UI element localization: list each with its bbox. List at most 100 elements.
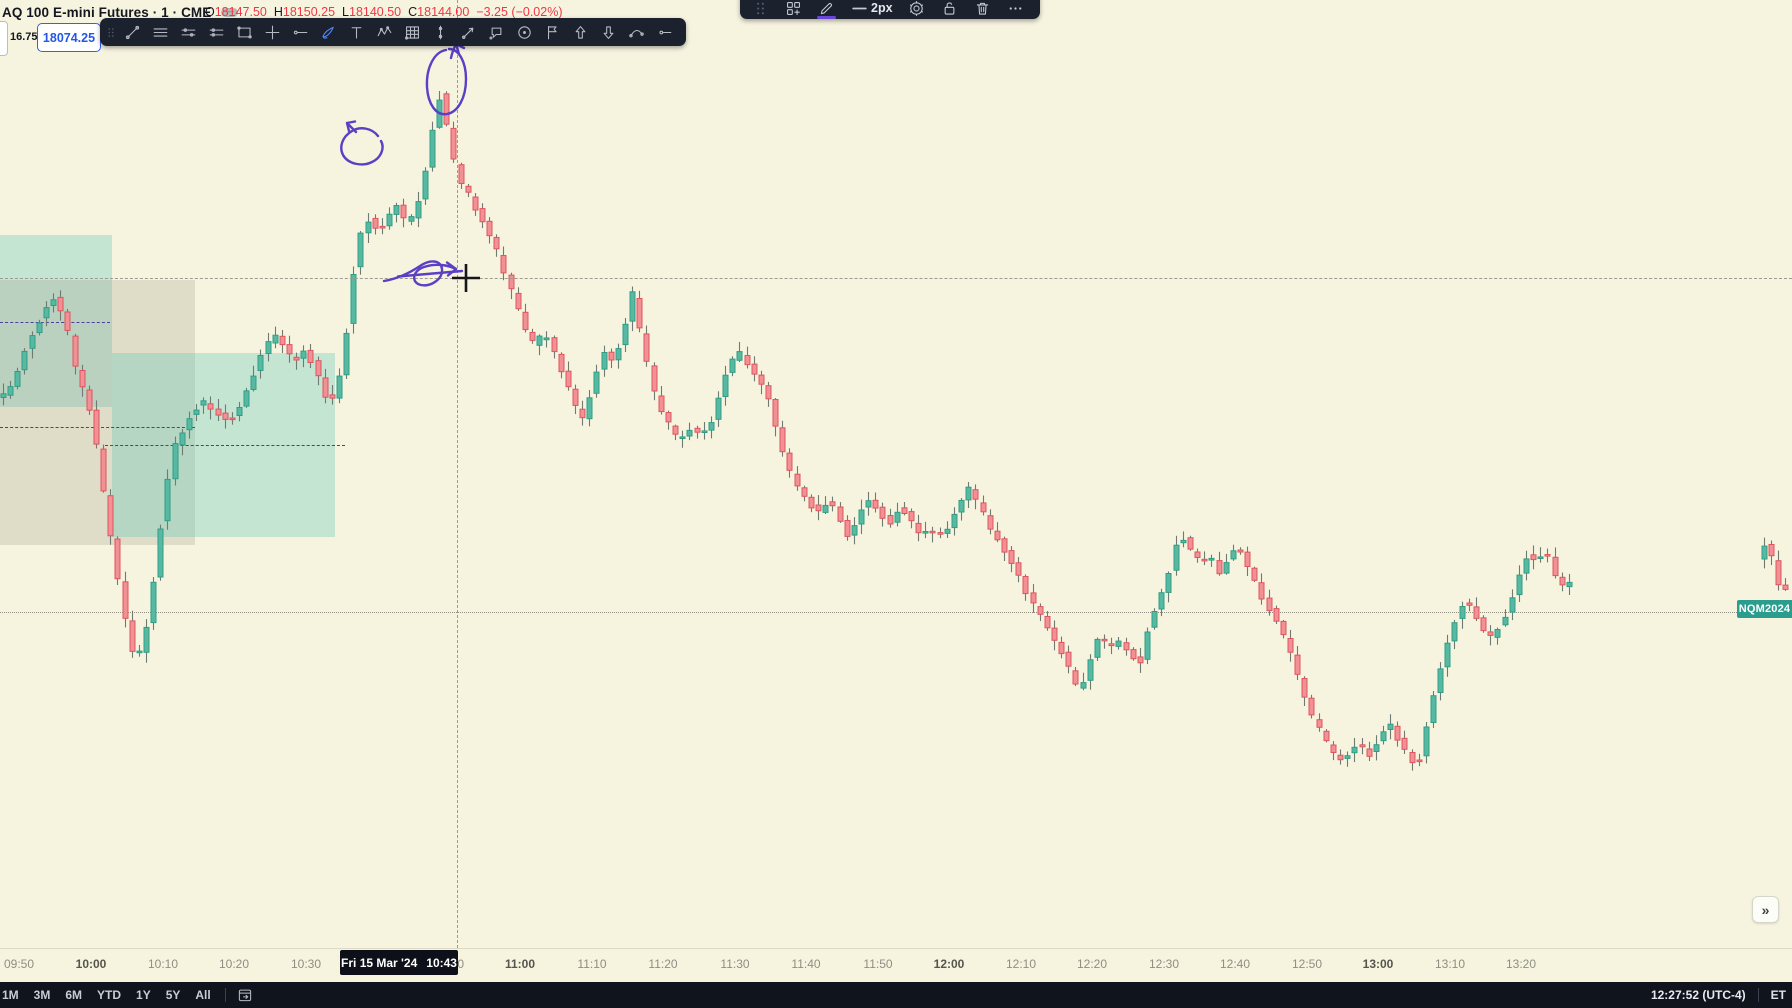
axis-time-label: 11:40 (791, 957, 821, 971)
range-button-3m[interactable]: 3M (33, 988, 51, 1002)
arrow-down-tool-icon[interactable] (594, 20, 622, 44)
ohlc-letter: L (342, 5, 349, 19)
range-button-1m[interactable]: 1M (2, 988, 19, 1002)
bottom-toolbar: 1M 3M 6M YTD 1Y 5Y All 12:27:52 (UTC-4) ET (0, 982, 1792, 1008)
range-button-ytd[interactable]: YTD (97, 988, 122, 1002)
axis-time-label: 10:10 (147, 957, 179, 971)
axis-time-label: 12:00 (933, 957, 965, 971)
axis-time-label: 11:20 (648, 957, 678, 971)
brush-drawing-circled-pullback[interactable] (340, 120, 384, 166)
tick-size-value: 16.75 (10, 31, 38, 43)
crosshair-vertical-line (457, 0, 458, 948)
rectangle-tool-icon[interactable] (230, 20, 258, 44)
horizontal-line-tool-icon[interactable] (146, 20, 174, 44)
horizontal-ray-tool-icon[interactable] (286, 20, 314, 44)
brush-annotations[interactable] (0, 0, 1792, 948)
calendar-icon (238, 989, 251, 1002)
ohlc-letter: H (273, 5, 283, 19)
toolbar-drag-handle-icon[interactable] (104, 20, 118, 44)
cross-line-tool-icon[interactable] (258, 20, 286, 44)
range-button-1y[interactable]: 1Y (136, 988, 151, 1002)
brush-cursor-crosshair (452, 264, 480, 292)
arrow-up-tool-icon[interactable] (566, 20, 594, 44)
extended-line-tool-icon[interactable] (202, 20, 230, 44)
axis-time-label: 13:20 (1505, 957, 1537, 971)
text-tool-icon[interactable] (342, 20, 370, 44)
arrow-marker-tool-icon[interactable] (454, 20, 482, 44)
date-range-buttons: 1M 3M 6M YTD 1Y 5Y All (0, 988, 211, 1002)
fib-grid-tool-icon[interactable] (398, 20, 426, 44)
axis-time-label: 12:30 (1148, 957, 1180, 971)
axis-time-label: 12:50 (1291, 957, 1323, 971)
circle-tool-icon[interactable] (510, 20, 538, 44)
price-input-box[interactable]: 18074.25 (37, 23, 101, 52)
drawing-format-toolbar: 2px (740, 0, 1040, 19)
more-dots-icon[interactable] (999, 0, 1032, 18)
line-width-value: 2px (871, 1, 893, 15)
range-button-5y[interactable]: 5Y (165, 988, 181, 1002)
separator (224, 988, 226, 1002)
crosshair-horizontal-line (0, 278, 1792, 279)
last-price-line (0, 612, 1737, 613)
flag-tool-icon[interactable] (538, 20, 566, 44)
tooltip-date: Fri 15 Mar '24 (341, 955, 418, 970)
trash-icon[interactable] (966, 0, 999, 18)
info-line-tool-icon[interactable] (174, 20, 202, 44)
trend-line-tool-icon[interactable] (118, 20, 146, 44)
axis-time-label: 10:00 (75, 957, 107, 971)
candlestick-chart[interactable] (0, 0, 1792, 948)
legend-collapse-pill[interactable]: — (221, 7, 239, 17)
axis-time-label: 13:00 (1362, 957, 1394, 971)
cutoff-panel-edge (0, 21, 8, 56)
ohlc-letter: C (408, 5, 418, 19)
change-value: −3.25 (−0.02%) (476, 5, 563, 19)
drawing-toolbar (100, 18, 686, 46)
ohlc-value: 18144.00 (417, 5, 470, 19)
axis-time-label: 10:30 (290, 957, 322, 971)
measure-tool-icon[interactable] (650, 20, 678, 44)
time-axis[interactable]: 09:5010:0010:1010:2010:3010:4010:5011:00… (0, 948, 1792, 983)
axis-time-label: 10:20 (218, 957, 250, 971)
range-button-6m[interactable]: 6M (65, 988, 83, 1002)
axis-time-label: 13:10 (1434, 957, 1466, 971)
axis-time-label: 11:10 (577, 957, 607, 971)
axis-time-label: 12:10 (1005, 957, 1037, 971)
axis-time-label: 11:50 (863, 957, 893, 971)
symbol-title[interactable]: AQ 100 E-mini Futures · 1 · CME (2, 4, 212, 20)
scroll-to-latest-button[interactable]: » (1752, 896, 1779, 923)
dashed-level-line[interactable] (0, 322, 110, 323)
axis-time-label: 12:20 (1076, 957, 1108, 971)
brush-drawing-entry-loop-arrow[interactable] (382, 260, 464, 287)
session-clock[interactable]: 12:27:52 (UTC-4) (1650, 988, 1746, 1002)
format-toolbar-drag-handle-icon[interactable] (744, 0, 777, 18)
crosshair-date-tooltip: Fri 15 Mar '24 10:43 (340, 950, 458, 975)
vertical-line-tool-icon[interactable] (426, 20, 454, 44)
ohlc-value: 18147.50 (214, 5, 267, 19)
axis-time-label: 09:50 (3, 957, 35, 971)
axis-time-label: 11:00 (504, 957, 536, 971)
tooltip-time: 10:43 (426, 955, 457, 970)
timezone-label[interactable]: ET (1770, 988, 1786, 1002)
style-template-icon[interactable] (777, 0, 810, 18)
line-width-icon[interactable]: 2px (843, 0, 900, 18)
pencil-color-icon[interactable] (810, 0, 843, 19)
range-button-all[interactable]: All (195, 988, 211, 1002)
dashed-level-line[interactable] (105, 445, 345, 446)
axis-time-label: 12:40 (1219, 957, 1251, 971)
active-color-underline (817, 16, 836, 19)
ohlc-value: 18140.50 (349, 5, 402, 19)
pattern-tool-icon[interactable] (370, 20, 398, 44)
lock-icon[interactable] (933, 0, 966, 18)
separator (1757, 988, 1759, 1002)
brush-tool-icon[interactable] (314, 20, 342, 44)
curve-tool-icon[interactable] (622, 20, 650, 44)
ohlc-value: 18150.25 (282, 5, 336, 19)
callout-tool-icon[interactable] (482, 20, 510, 44)
go-to-date-button[interactable] (236, 986, 254, 1004)
ohlc-readout: O18147.50 H18150.25 L18140.50 C18144.00 −3.2… (198, 5, 562, 19)
settings-gear-icon[interactable] (900, 0, 933, 18)
contract-price-tag: NQM2024 (1737, 600, 1792, 618)
axis-time-label: 11:30 (720, 957, 750, 971)
ohlc-letter: O (205, 5, 215, 19)
